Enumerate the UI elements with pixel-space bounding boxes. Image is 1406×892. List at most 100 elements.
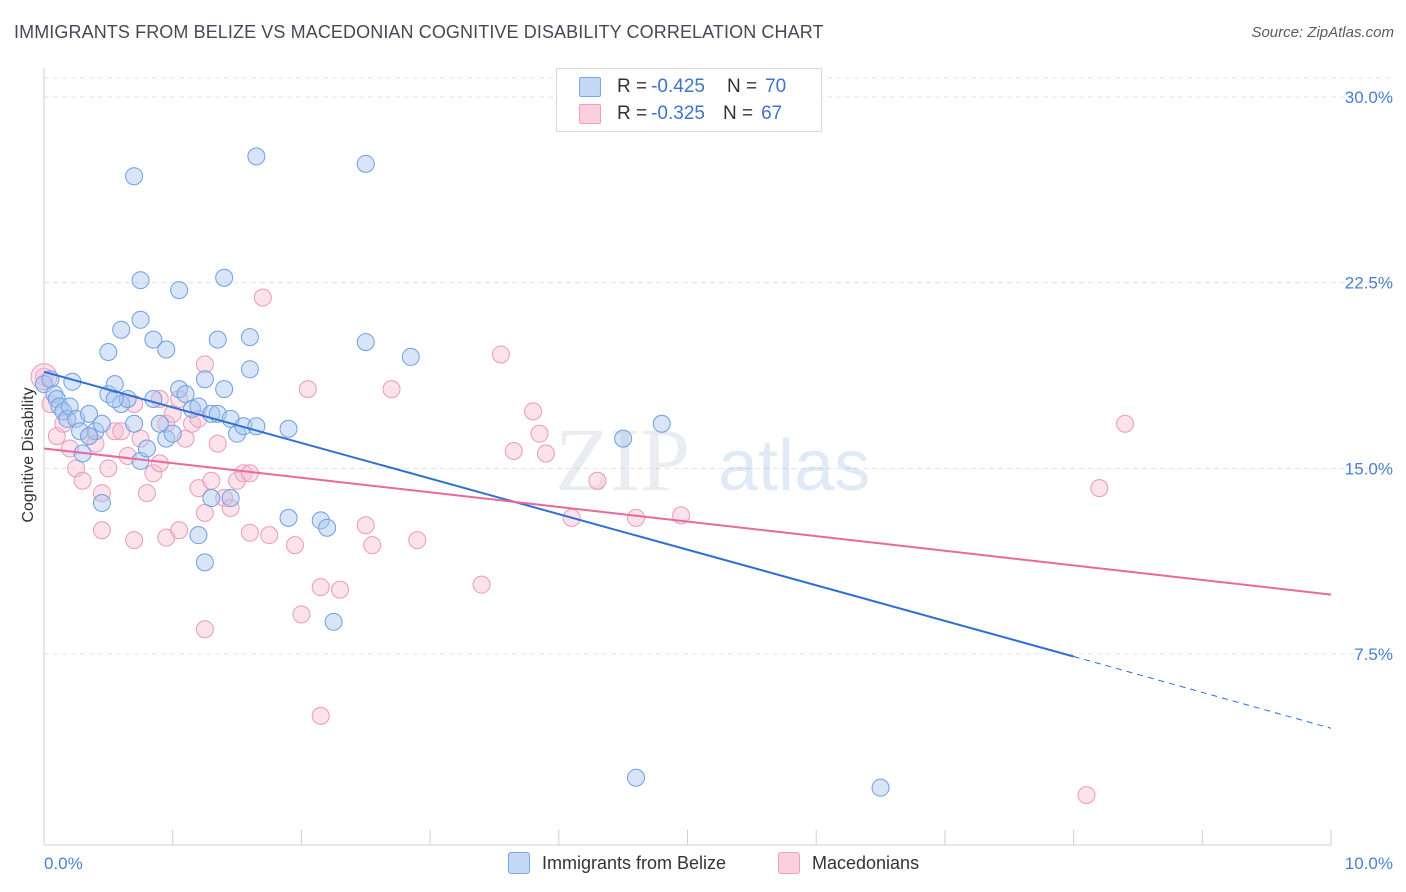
stats-legend: R = -0.425 N = 70 R = -0.325 N = 67	[556, 68, 822, 132]
belize-point	[157, 340, 176, 359]
macedonians-point	[163, 404, 182, 423]
belize-point	[202, 404, 221, 423]
n-label: N =	[722, 103, 754, 124]
belize-point	[189, 526, 208, 545]
macedonians-point	[588, 471, 607, 490]
belize-point	[279, 419, 298, 438]
legend-label: Immigrants from Belize	[542, 852, 727, 873]
watermark-zip: ZIP	[555, 411, 690, 510]
x-tick-label: 10.0%	[1345, 854, 1393, 873]
macedonians-point	[125, 531, 144, 550]
r-label: R =	[617, 103, 648, 124]
belize-point	[195, 370, 214, 389]
belize-point	[80, 404, 99, 423]
belize-point	[318, 518, 337, 537]
macedonians-point	[363, 536, 382, 555]
belize-point	[150, 414, 169, 433]
legend-item-macedonians[interactable]: Macedonians	[778, 852, 919, 874]
belize-point	[131, 310, 150, 329]
legend-label: Macedonians	[812, 852, 920, 873]
belize-point	[208, 330, 227, 349]
belize-point	[240, 328, 259, 347]
belize-point	[215, 268, 234, 287]
axes	[43, 68, 1332, 846]
r-value: -0.325	[651, 103, 705, 124]
y-tick-label: 15.0%	[1345, 459, 1393, 478]
belize-point	[99, 342, 118, 361]
chart-title: IMMIGRANTS FROM BELIZE VS MACEDONIAN COG…	[14, 22, 824, 42]
macedonians-swatch	[579, 104, 601, 124]
legend-row-belize: R = -0.425 N = 70	[579, 75, 786, 99]
macedonians-point	[202, 471, 221, 490]
macedonians-point	[260, 526, 279, 545]
macedonians-point	[298, 380, 317, 399]
belize-point	[614, 429, 633, 448]
belize-point	[125, 414, 144, 433]
belize-point	[247, 417, 266, 436]
macedonians-point	[137, 484, 156, 503]
x-tick-label: 0.0%	[44, 854, 83, 873]
macedonians-swatch	[778, 852, 800, 874]
belize-point	[240, 360, 259, 379]
macedonians-point	[536, 444, 555, 463]
belize-point	[221, 489, 240, 508]
macedonians-point	[408, 531, 427, 550]
macedonians-point	[86, 434, 105, 453]
belize-point	[125, 167, 144, 186]
source-label: Source: ZipAtlas.com	[1251, 24, 1394, 41]
macedonians-point	[99, 459, 118, 478]
belize-trend-extension	[1073, 655, 1332, 729]
macedonians-point	[208, 434, 227, 453]
macedonians-point	[285, 536, 304, 555]
macedonians-point	[356, 516, 375, 535]
macedonians-point	[253, 288, 272, 307]
macedonians-point	[73, 471, 92, 490]
watermark: ZIP atlas	[555, 411, 870, 510]
macedonians-point	[234, 464, 253, 483]
r-label: R =	[617, 76, 648, 97]
tick-labels: 7.5% 15.0% 22.5% 30.0% 0.0% 10.0%	[44, 88, 1393, 873]
macedonians-point	[150, 454, 169, 473]
belize-point	[144, 390, 163, 409]
macedonians-point	[331, 580, 350, 599]
belize-point	[170, 281, 189, 300]
macedonians-point	[92, 484, 111, 503]
belize-point	[356, 154, 375, 173]
legend-item-belize[interactable]: Immigrants from Belize	[508, 852, 726, 874]
belize-point	[311, 511, 330, 530]
macedonians-point	[221, 498, 240, 517]
macedonians-point	[195, 355, 214, 374]
belize-points	[35, 147, 890, 797]
macedonians-point	[195, 620, 214, 639]
macedonians-point	[215, 489, 234, 508]
belize-point	[324, 612, 343, 631]
belize-point	[105, 375, 124, 394]
macedonians-point	[311, 578, 330, 597]
belize-point	[652, 414, 671, 433]
belize-point	[131, 271, 150, 290]
belize-point	[871, 778, 890, 797]
belize-point	[144, 330, 163, 349]
belize-point	[176, 385, 195, 404]
y-tick-label: 22.5%	[1345, 274, 1393, 293]
macedonians-point	[530, 424, 549, 443]
macedonians-point	[240, 523, 259, 542]
belize-swatch	[579, 77, 601, 97]
belize-point	[163, 424, 182, 443]
belize-point	[215, 380, 234, 399]
macedonians-point	[195, 503, 214, 522]
macedonians-point	[144, 464, 163, 483]
macedonians-point	[1077, 786, 1096, 805]
belize-point	[71, 422, 90, 441]
y-tick-label: 7.5%	[1354, 645, 1393, 664]
belize-point	[279, 508, 298, 527]
macedonians-point	[92, 521, 111, 540]
y-tick-label: 30.0%	[1345, 88, 1393, 107]
series-legend: Immigrants from Belize Macedonians	[0, 852, 1406, 878]
macedonians-point	[491, 345, 510, 364]
belize-point	[247, 147, 266, 166]
n-value: 70	[765, 76, 787, 97]
belize-swatch	[508, 852, 530, 874]
legend-row-macedonians: R = -0.325 N = 67	[579, 102, 782, 126]
